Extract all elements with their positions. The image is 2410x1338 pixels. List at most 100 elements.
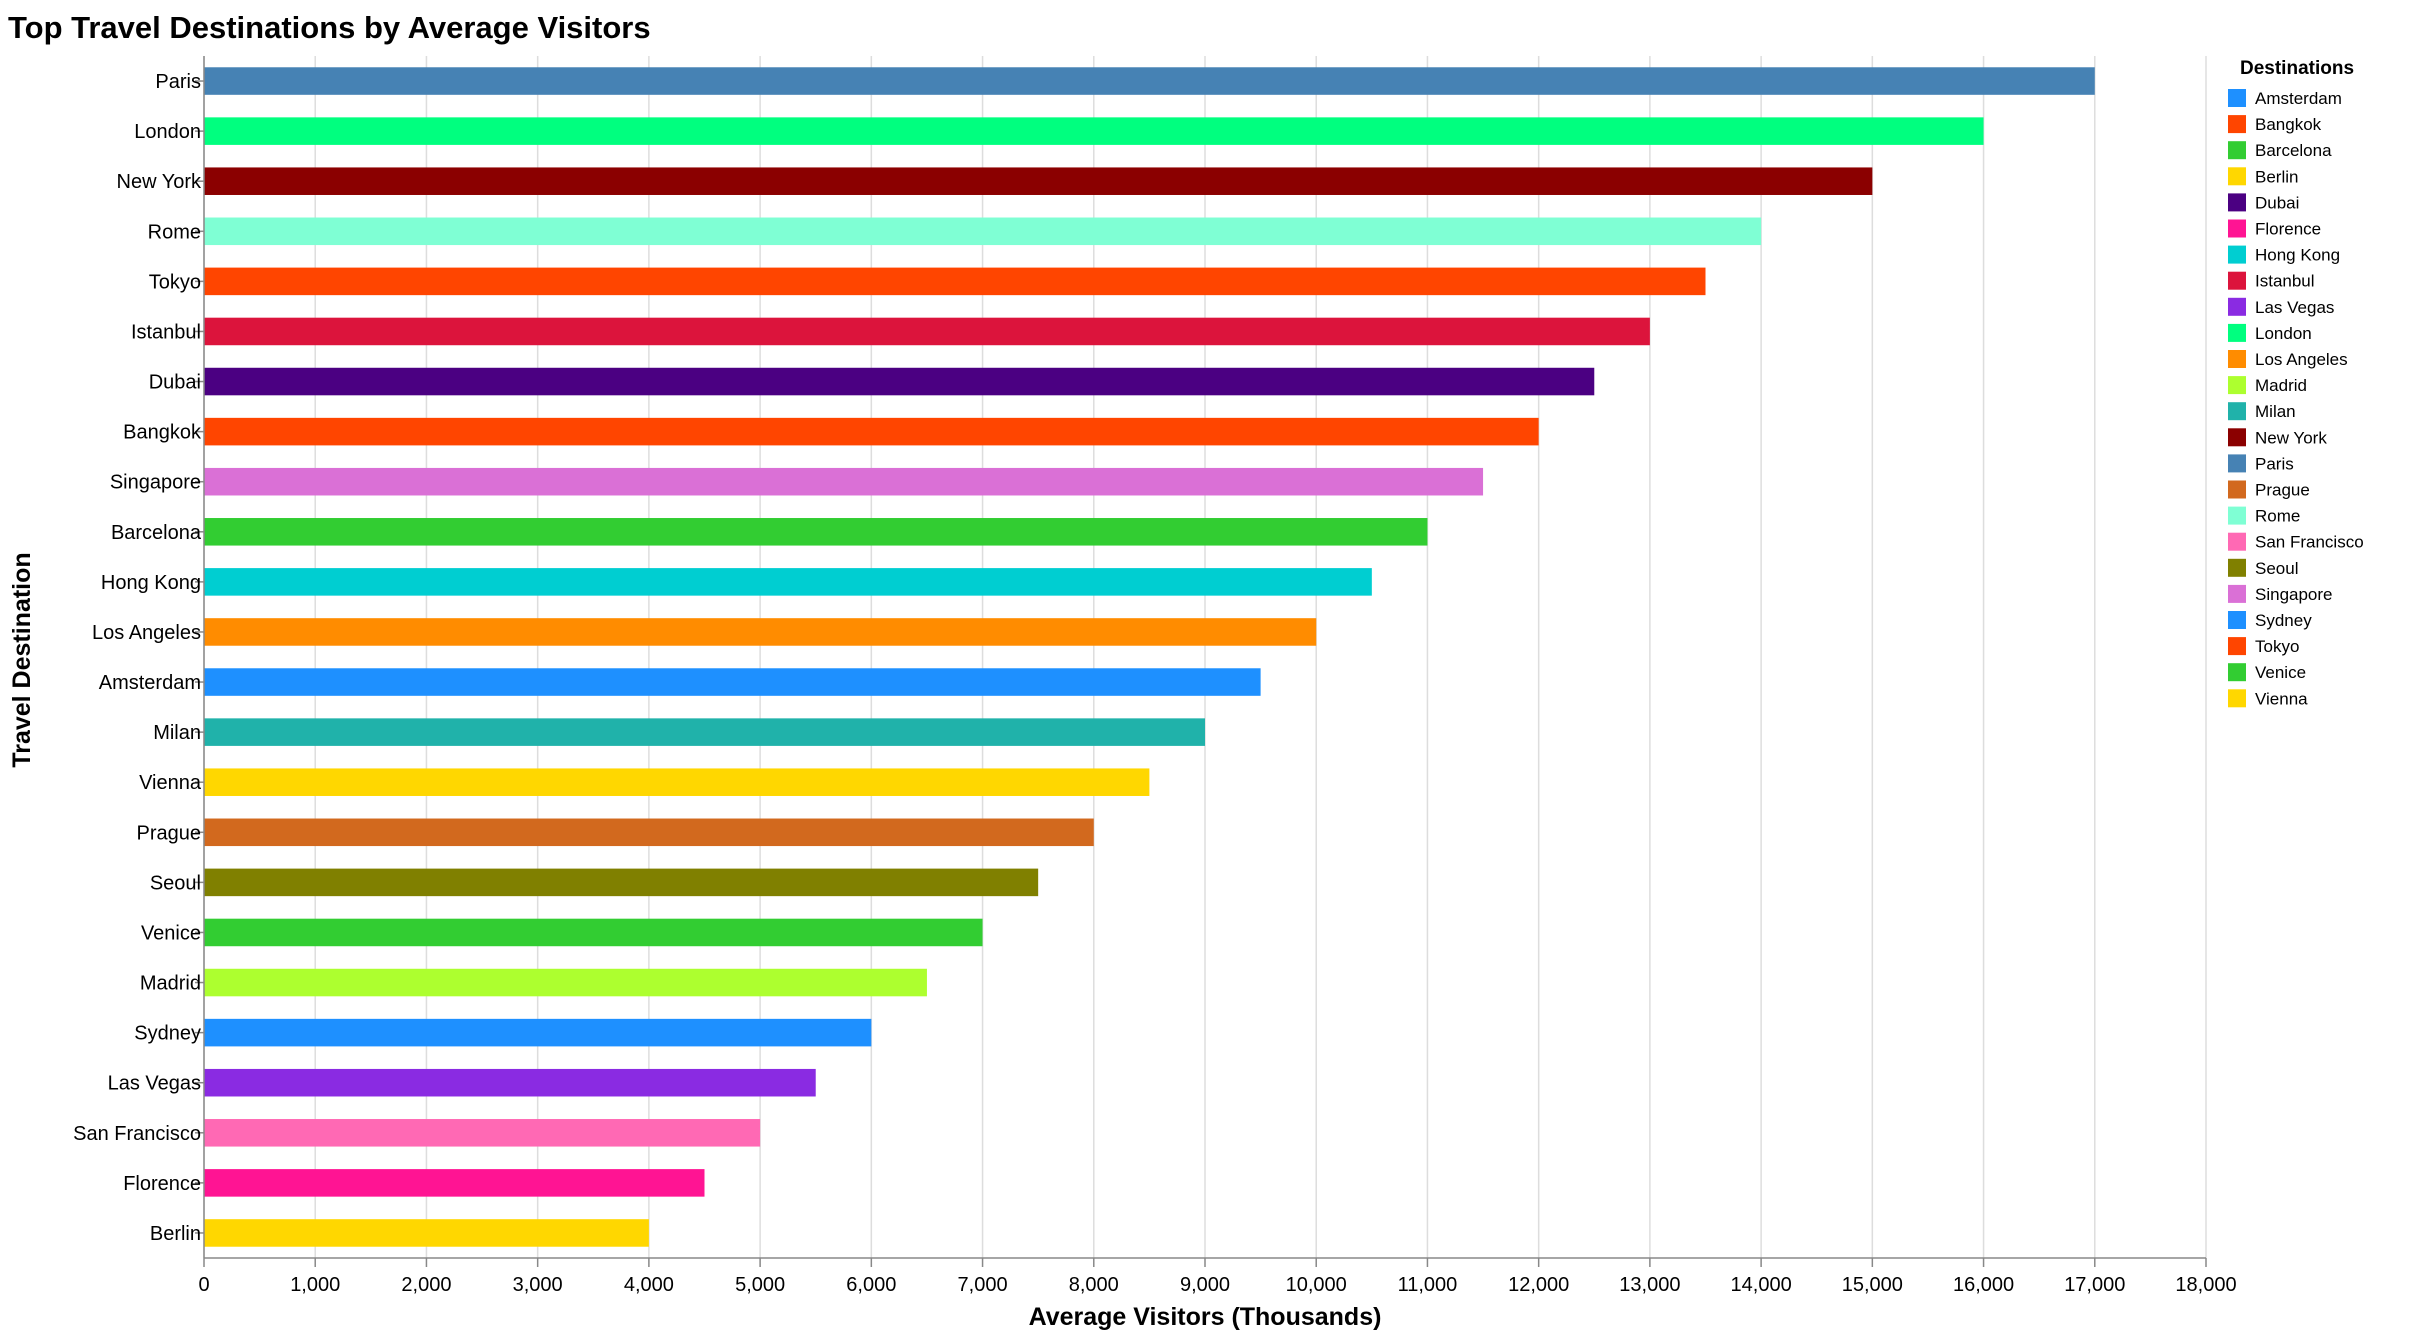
x-tick-label: 1,000 [290, 1274, 340, 1296]
bar-las-vegas [204, 1068, 816, 1097]
x-tick-label: 17,000 [2064, 1274, 2125, 1296]
bar-bangkok [204, 417, 1539, 446]
x-tick-label: 15,000 [1842, 1274, 1903, 1296]
legend-label: Vienna [2255, 689, 2308, 708]
y-tick-label: Berlin [150, 1223, 201, 1245]
x-tick-label: 8,000 [1069, 1274, 1119, 1296]
legend-swatch [2228, 584, 2246, 603]
bar-istanbul [204, 317, 1650, 346]
legend-swatch [2228, 245, 2246, 264]
x-tick-label: 11,000 [1398, 1274, 1458, 1296]
legend-swatch [2228, 454, 2246, 473]
bar-rome [204, 217, 1762, 246]
legend-swatch [2228, 89, 2246, 107]
y-tick-label: Hong Kong [101, 572, 201, 594]
legend-swatch [2228, 350, 2246, 368]
legend-swatch [2228, 297, 2246, 316]
bar-seoul [204, 868, 1039, 897]
bar-tokyo [204, 267, 1706, 296]
legend-swatch [2228, 558, 2246, 577]
y-tick-label: Paris [155, 71, 201, 93]
y-tick-label: Las Vegas [108, 1073, 201, 1095]
y-tick-label: Dubai [149, 372, 201, 394]
y-axis: Paris London New York Rome Tokyo Istanbul Duba… [73, 56, 205, 1258]
legend-swatch [2228, 428, 2246, 447]
x-tick-label: 14,000 [1731, 1274, 1792, 1296]
x-tick-label: 3,000 [513, 1274, 563, 1296]
legend-label: Singapore [2255, 585, 2333, 604]
x-axis-title: Average Visitors (Thousands) [1029, 1303, 1382, 1331]
legend-label: Los Angeles [2255, 350, 2348, 369]
y-tick-label: Florence [123, 1173, 201, 1195]
legend-label: Venice [2255, 663, 2306, 682]
y-tick-label: Seoul [150, 872, 201, 894]
legend-swatch [2228, 532, 2246, 551]
legend-swatch [2228, 637, 2246, 656]
legend-swatch [2228, 323, 2246, 342]
y-tick-label: Prague [137, 822, 202, 844]
legend-label: Rome [2255, 507, 2300, 526]
bars [204, 67, 2095, 1247]
x-tick-label: 16,000 [1953, 1274, 2014, 1296]
legend-title: Destinations [2240, 58, 2354, 79]
legend-swatch [2228, 506, 2246, 525]
legend-swatch [2228, 219, 2246, 238]
x-tick-label: 2,000 [401, 1274, 451, 1296]
bar-milan [204, 718, 1205, 746]
y-tick-label: New York [117, 171, 202, 193]
legend-label: Milan [2255, 402, 2296, 421]
bar-los-angeles [204, 618, 1317, 646]
y-tick-label: Vienna [139, 772, 202, 794]
legend-swatch [2228, 141, 2246, 160]
y-tick-label: Amsterdam [99, 672, 201, 694]
bar-berlin [204, 1219, 649, 1247]
legend-label: London [2255, 324, 2312, 343]
legend-label: Hong Kong [2255, 246, 2340, 265]
bar-new-york [204, 167, 1873, 195]
y-tick-label: Istanbul [131, 321, 201, 343]
legend-label: Bangkok [2255, 115, 2322, 134]
x-tick-label: 7,000 [958, 1274, 1008, 1296]
x-tick-label: 13,000 [1619, 1274, 1680, 1296]
bar-paris [204, 67, 2095, 95]
y-tick-label: Rome [148, 221, 201, 243]
y-tick-label: Madrid [140, 973, 201, 995]
y-tick-label: Sydney [134, 1023, 201, 1045]
legend-label: Amsterdam [2255, 89, 2342, 108]
y-tick-label: Barcelona [111, 522, 202, 544]
legend-label: Barcelona [2255, 141, 2332, 160]
y-axis-title: Travel Destination [8, 552, 36, 767]
legend-label: Prague [2255, 481, 2310, 500]
legend: Destinations Amsterdam Bangkok Barcelona Be… [2228, 58, 2364, 708]
legend-swatch [2228, 689, 2246, 708]
gridlines [203, 56, 2207, 1258]
bar-florence [204, 1169, 705, 1197]
bar-singapore [204, 467, 1484, 496]
y-tick-label: Venice [141, 922, 201, 944]
y-tick-label: Tokyo [149, 271, 201, 293]
legend-swatch [2228, 611, 2246, 629]
y-tick-label: Los Angeles [92, 622, 201, 644]
bar-hong-kong [204, 568, 1372, 596]
bar-prague [204, 818, 1094, 847]
x-tick-label: 5,000 [735, 1274, 785, 1296]
legend-swatch [2228, 115, 2246, 134]
y-tick-label: London [134, 121, 201, 143]
bar-dubai [204, 367, 1595, 396]
legend-label: New York [2255, 428, 2327, 447]
bar-barcelona [204, 518, 1428, 546]
x-tick-label: 6,000 [846, 1274, 896, 1296]
legend-label: Berlin [2255, 167, 2298, 186]
chart-title: Top Travel Destinations by Average Visit… [8, 10, 651, 45]
legend-swatch [2228, 663, 2246, 682]
legend-swatch [2228, 167, 2246, 186]
x-tick-label: 9,000 [1180, 1274, 1230, 1296]
bar-sydney [204, 1018, 872, 1047]
legend-swatch [2228, 402, 2246, 421]
bar-venice [204, 918, 983, 947]
x-tick-label: 10,000 [1286, 1274, 1347, 1296]
bar-san-francisco [204, 1119, 761, 1147]
legend-label: Seoul [2255, 559, 2298, 578]
legend-label: Sydney [2255, 611, 2312, 630]
